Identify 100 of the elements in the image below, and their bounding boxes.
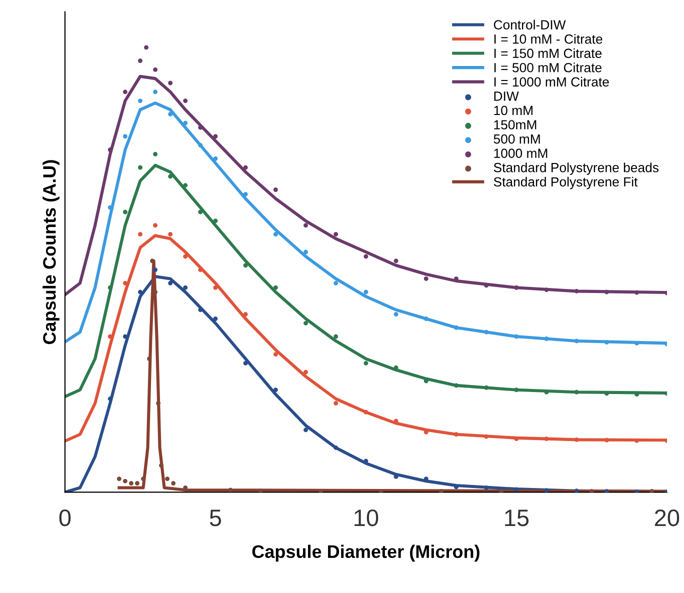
point xyxy=(304,428,308,432)
point xyxy=(574,437,579,442)
x-tick-label: 15 xyxy=(505,510,529,526)
point xyxy=(228,488,233,492)
point xyxy=(243,312,248,317)
point xyxy=(138,232,142,236)
point xyxy=(454,325,458,330)
point xyxy=(153,223,158,228)
point xyxy=(122,210,128,214)
point xyxy=(134,481,140,486)
point xyxy=(574,488,579,492)
point xyxy=(213,218,218,224)
point xyxy=(168,280,173,286)
legend-label: I = 500 mM Citrate xyxy=(494,62,602,72)
point xyxy=(273,352,278,357)
point xyxy=(122,134,128,139)
point xyxy=(364,254,368,259)
point xyxy=(334,400,338,406)
point xyxy=(604,489,609,492)
point xyxy=(604,340,609,345)
point xyxy=(243,192,248,196)
point xyxy=(318,489,324,492)
point xyxy=(198,143,203,148)
point xyxy=(183,120,188,126)
point xyxy=(544,336,549,341)
point xyxy=(159,463,164,468)
point xyxy=(183,254,188,259)
point xyxy=(183,485,188,490)
point xyxy=(150,258,155,264)
point xyxy=(574,338,579,344)
point xyxy=(153,268,158,272)
point xyxy=(183,183,188,188)
point xyxy=(604,290,609,294)
legend-label: 500 mM xyxy=(494,134,540,144)
point xyxy=(484,485,489,490)
point xyxy=(499,489,504,492)
x-axis-title: Capsule Diameter (Micron) xyxy=(252,544,480,562)
point xyxy=(454,432,458,437)
point xyxy=(634,438,640,443)
x-tick-label: 0 xyxy=(59,509,71,526)
point xyxy=(304,223,308,228)
point xyxy=(138,58,142,64)
point xyxy=(198,210,203,214)
point xyxy=(165,476,170,482)
legend-label: Control-DIW xyxy=(494,20,566,30)
point xyxy=(544,488,549,492)
point xyxy=(484,434,489,439)
point xyxy=(168,112,173,116)
point xyxy=(138,290,142,294)
y-axis-title: Capsule Counts (A.U) xyxy=(42,160,60,344)
point xyxy=(243,360,248,366)
point xyxy=(153,90,158,94)
point xyxy=(634,290,640,295)
point xyxy=(258,488,263,492)
point xyxy=(394,312,398,317)
point xyxy=(122,90,128,94)
point xyxy=(589,489,594,492)
point xyxy=(168,174,173,179)
point xyxy=(116,476,122,482)
point xyxy=(514,285,519,290)
point xyxy=(454,383,458,388)
point xyxy=(156,400,161,406)
point xyxy=(484,385,489,390)
point xyxy=(122,280,128,286)
point xyxy=(438,489,444,492)
point xyxy=(213,134,218,139)
point xyxy=(364,410,368,414)
point xyxy=(304,320,308,326)
legend-label: I = 150 mM Citrate xyxy=(494,48,602,58)
x-tick-label: 20 xyxy=(654,509,680,526)
point xyxy=(153,290,158,294)
point xyxy=(243,263,248,268)
legend-label: I = 1000 mM Citrate xyxy=(494,76,609,87)
point xyxy=(273,188,278,192)
point xyxy=(153,67,158,72)
point xyxy=(378,489,384,492)
legend-label: Standard Polystyrene Fit xyxy=(494,176,638,190)
point xyxy=(334,280,338,286)
point xyxy=(213,156,218,161)
point xyxy=(364,360,368,366)
point xyxy=(424,316,428,321)
legend-label: 1000 mM xyxy=(494,148,548,158)
x-tick-label: 10 xyxy=(354,509,378,526)
point xyxy=(334,334,338,339)
legend-label: 10 mM xyxy=(494,106,532,116)
point xyxy=(544,288,549,292)
point xyxy=(650,489,654,492)
point xyxy=(128,481,134,486)
point xyxy=(304,370,308,374)
point xyxy=(304,250,308,254)
point xyxy=(168,232,173,236)
point xyxy=(273,232,278,236)
legend-label: DIW xyxy=(494,92,519,101)
point xyxy=(273,285,278,290)
point xyxy=(153,152,158,156)
point xyxy=(514,388,519,392)
point xyxy=(334,232,338,236)
x-tick-label: 5 xyxy=(210,510,222,526)
point xyxy=(364,290,368,294)
point xyxy=(574,390,579,394)
